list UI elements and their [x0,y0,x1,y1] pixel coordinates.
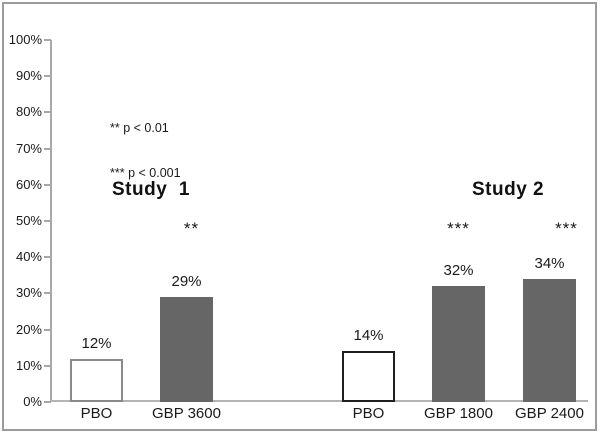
bar-value-label-pbo-study-1: 12% [81,334,112,352]
y-axis-tick [44,111,51,114]
x-axis-label-pbo-study-2: PBO [352,405,385,422]
y-axis-tick-label: 100% [8,32,42,47]
y-axis-tick [44,220,51,222]
x-axis-label-gbp-2400-study-2: GBP 2400 [515,405,584,422]
y-axis-tick-label: 20% [15,321,42,337]
study-1-label: Study 1 [112,179,190,200]
y-axis-tick [44,292,51,295]
x-axis-label-pbo-study-1: PBO [80,405,113,422]
bar-gbp-3600-study-1 [160,297,213,402]
study-2-label: Study 2 [472,179,545,200]
significance-marker-gbp-1800-study-2: *** [447,219,470,238]
significance-legend: ** p < 0.01 *** p < 0.001 [110,91,181,211]
y-axis-tick-label: 60% [15,176,42,192]
bar-pbo-study-2 [342,351,395,402]
y-axis-tick-label: 0% [23,394,42,409]
bar-value-label-gbp-2400-study-2: 34% [534,254,565,272]
y-axis-tick [44,147,51,150]
x-axis-label-gbp-3600-study-1: GBP 3600 [152,405,221,422]
bar-value-label-gbp-1800-study-2: 32% [443,262,474,280]
bar-gbp-1800-study-2 [432,286,485,402]
y-axis-tick-label: 70% [15,140,42,156]
y-axis-tick-label: 80% [15,104,42,120]
y-axis-tick [44,328,51,331]
y-axis-tick-label: 90% [15,68,42,84]
y-axis-line [50,40,52,402]
bar-gbp-2400-study-2 [523,278,576,402]
significance-legend-line-1: ** p < 0.01 [110,121,169,135]
y-axis-tick-label: 40% [15,249,42,265]
significance-marker-gbp-2400-study-2: *** [555,219,578,238]
y-axis-tick [44,183,51,186]
bar-value-label-pbo-study-2: 14% [353,327,384,345]
bar-pbo-study-1 [70,358,123,402]
x-axis-line [50,400,588,402]
y-axis-tick-label: 10% [15,357,42,373]
y-axis-tick [44,39,51,41]
y-axis-tick [44,256,51,259]
x-axis-label-gbp-1800-study-2: GBP 1800 [424,405,493,422]
significance-legend-line-2: *** p < 0.001 [110,166,181,180]
y-axis-tick [44,75,51,78]
bar-value-label-gbp-3600-study-1: 29% [171,273,202,291]
y-axis-tick [44,401,51,403]
significance-marker-gbp-3600-study-1: ** [183,219,200,238]
y-axis-tick [44,364,51,367]
y-axis-tick-label: 30% [15,285,42,301]
y-axis-tick-label: 50% [15,213,42,228]
